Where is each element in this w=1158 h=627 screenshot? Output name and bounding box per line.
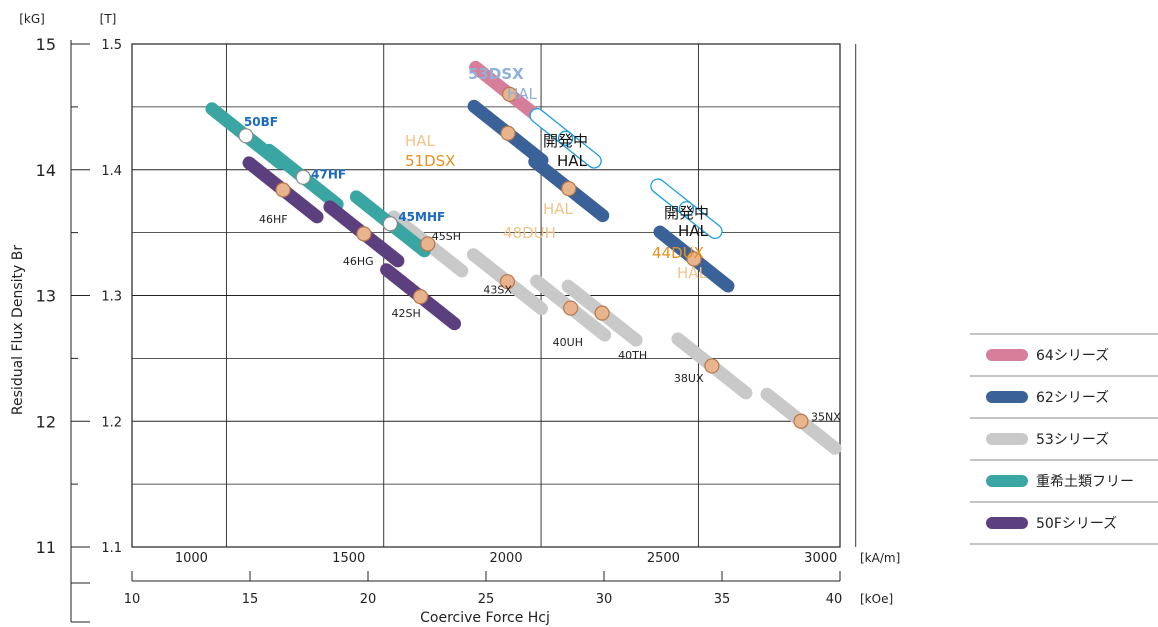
x-tick-kOe-35: 35 <box>714 592 731 607</box>
series-points <box>238 86 809 429</box>
label-48duh: 48DUH <box>503 224 556 242</box>
x-axis-title: Coercive Force Hcj <box>420 610 550 626</box>
point-s50f-0 <box>275 182 291 198</box>
legend-label-s53: 53シリーズ <box>1036 432 1109 448</box>
point-label-46hf: 46HF <box>259 213 288 226</box>
point-s53-2 <box>563 300 579 316</box>
point-label-47hf: 47HF <box>311 167 346 181</box>
point-s50f-2 <box>412 289 429 305</box>
point-s53-4 <box>704 358 720 374</box>
point-s64-0 <box>502 86 518 102</box>
ticks: 1.1 1.2 1.3 1.4 1.5 11 12 13 14 15 1000 1500 2000 250… <box>36 35 843 623</box>
point-label-42sh: 42SH <box>392 307 421 320</box>
point-label-40uh: 40UH <box>553 336 583 349</box>
label-44dux-hal: HAL <box>677 264 708 282</box>
x-tick-kAm-2000: 2000 <box>490 551 523 566</box>
label-dev1-b: HAL <box>557 152 588 170</box>
legend-label-nohre: 重希土類フリー <box>1036 474 1134 490</box>
x-tick-kOe-20: 20 <box>360 592 377 607</box>
development-items <box>529 108 723 240</box>
point-s62-1 <box>561 181 577 197</box>
point-nohre-0 <box>238 128 254 144</box>
point-s53-1 <box>499 274 515 290</box>
x-tick-kAm-2500: 2500 <box>647 551 680 566</box>
y-tick-T-1.3: 1.3 <box>101 290 122 305</box>
legend-label-s62: 62シリーズ <box>1036 390 1109 406</box>
x-tick-kAm-1500: 1500 <box>332 551 365 566</box>
point-s62-2 <box>686 251 702 267</box>
point-label-43sx: 43SX <box>483 284 512 297</box>
point-label-45mhf: 45MHF <box>398 210 445 224</box>
point-label-40th: 40TH <box>618 349 647 362</box>
series-bars <box>205 60 842 455</box>
label-48duh-hal: HAL <box>543 200 574 218</box>
y-tick-T-1.5: 1.5 <box>101 38 122 53</box>
y-tick-kG-11: 11 <box>36 538 56 557</box>
point-s50f-1 <box>356 226 372 242</box>
x-unit-kAm: [kA/m] <box>860 551 900 565</box>
x-tick-kAm-3000: 3000 <box>804 551 837 566</box>
dev-point-0 <box>557 130 574 146</box>
point-s62-0 <box>500 125 516 141</box>
y-unit-T: [T] <box>100 12 117 26</box>
annotations: 53DSX HAL HAL 51DSX 開発中 HAL HAL 48DUH 開発… <box>405 65 709 282</box>
legend-label-s64: 64シリーズ <box>1036 348 1109 364</box>
axes: [kG] [T] Residual Flux Density Br [kA/m]… <box>10 12 900 626</box>
x-tick-kAm-1000: 1000 <box>175 551 208 566</box>
point-s53-5 <box>793 413 809 429</box>
y-tick-kG-13: 13 <box>36 287 56 306</box>
label-dev2-a: 開発中 <box>664 204 709 222</box>
x-tick-kOe-25: 25 <box>478 592 495 607</box>
y-unit-kG: [kG] <box>19 12 45 26</box>
label-51dsx-hal: HAL <box>405 132 436 150</box>
x-tick-kOe-15: 15 <box>242 592 259 607</box>
x-tick-kOe-40: 40 <box>826 592 843 607</box>
point-label-38ux: 38UX <box>674 372 704 385</box>
label-53dsx-hal: HAL <box>507 85 538 103</box>
y-tick-T-1.2: 1.2 <box>101 415 122 430</box>
label-dev1-a: 開発中 <box>543 132 588 150</box>
label-53dsx: 53DSX <box>468 65 524 83</box>
dev-point-1 <box>678 201 695 217</box>
point-s53-3 <box>594 305 610 321</box>
x-tick-kOe-10: 10 <box>124 592 141 607</box>
y-tick-kG-14: 14 <box>36 161 56 180</box>
x-tick-kOe-30: 30 <box>596 592 613 607</box>
label-51dsx: 51DSX <box>405 152 455 170</box>
legend-label-s50f: 50Fシリーズ <box>1036 516 1117 532</box>
y-axis-title: Residual Flux Density Br <box>10 245 26 415</box>
y-tick-T-1.4: 1.4 <box>101 164 122 179</box>
label-44dux: 44DUX <box>652 244 704 262</box>
point-label-35nx: 35NX <box>811 410 841 423</box>
point-nohre-2 <box>382 216 398 232</box>
point-label-45sh: 45SH <box>432 230 461 243</box>
point-labels: 45SH 43SX 40UH 40TH 38UX 35NX 50BF 47HF 45MHF 46H… <box>244 115 841 423</box>
label-dev2-b: HAL <box>678 222 709 240</box>
point-s53-0 <box>420 236 436 252</box>
x-unit-kOe: [kOe] <box>860 592 893 606</box>
y-tick-T-1.1: 1.1 <box>101 541 122 556</box>
y-tick-kG-15: 15 <box>36 35 56 54</box>
y-tick-kG-12: 12 <box>36 412 56 431</box>
point-label-50bf: 50BF <box>244 115 278 129</box>
point-label-46hg: 46HG <box>343 255 374 268</box>
point-nohre-1 <box>295 169 311 185</box>
